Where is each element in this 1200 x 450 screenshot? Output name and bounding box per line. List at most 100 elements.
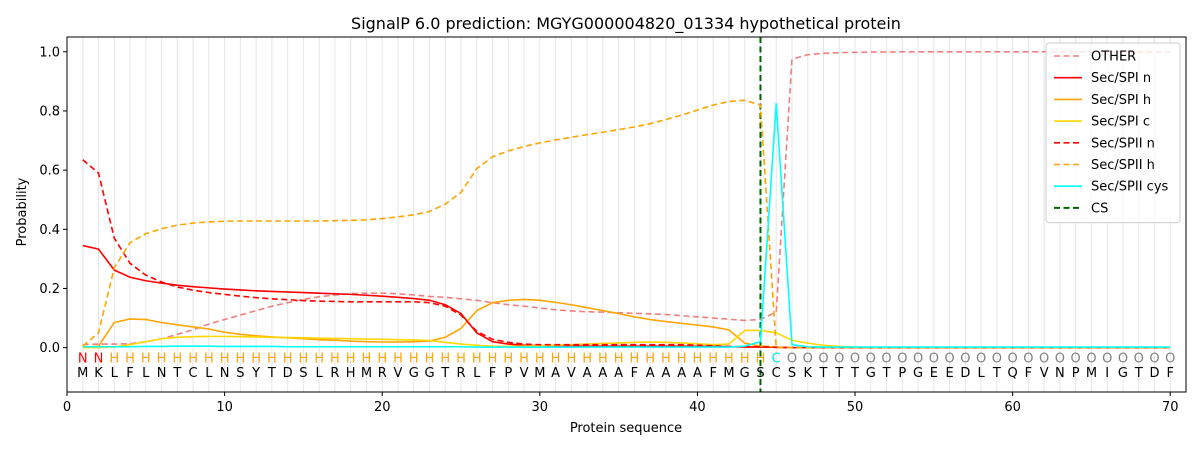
chart-title: SignalP 6.0 prediction: MGYG000004820_01…: [351, 14, 901, 34]
region-label: H: [566, 351, 576, 366]
region-label: H: [551, 351, 561, 366]
y-tick-label: 0.6: [39, 164, 60, 179]
residue-label: P: [898, 366, 906, 381]
region-label: H: [598, 351, 608, 366]
residue-label: V: [1040, 366, 1049, 381]
x-tick-label: 70: [1162, 400, 1179, 415]
residue-label: E: [945, 366, 953, 381]
residue-label: A: [551, 366, 560, 381]
region-label: O: [866, 351, 876, 366]
region-label: H: [472, 351, 482, 366]
region-label: H: [456, 351, 466, 366]
region-label: H: [109, 351, 119, 366]
residue-label: D: [1149, 366, 1159, 381]
x-axis: 0 10 20 30 40 50 60 70: [63, 392, 1179, 415]
region-label: O: [976, 351, 986, 366]
region-label: H: [188, 351, 198, 366]
region-label: N: [78, 351, 88, 366]
residue-label: G: [1118, 366, 1128, 381]
residue-label: A: [661, 366, 670, 381]
y-tick-label: 0.8: [39, 104, 60, 119]
region-label: O: [897, 351, 907, 366]
y-axis: 0.0 0.2 0.4 0.6 0.8 1.0: [39, 45, 67, 356]
region-label: H: [677, 351, 687, 366]
legend-entry: Sec/SPI h: [1091, 93, 1151, 108]
region-label: H: [125, 351, 135, 366]
region-label: O: [850, 351, 860, 366]
residue-label: Q: [1008, 366, 1018, 381]
residue-label: A: [598, 366, 607, 381]
residue-label: A: [677, 366, 686, 381]
region-label: H: [519, 351, 529, 366]
x-tick-label: 50: [847, 400, 864, 415]
residue-label: T: [440, 366, 449, 381]
region-label: O: [1055, 351, 1065, 366]
region-label: H: [377, 351, 387, 366]
residue-label: T: [850, 366, 859, 381]
residue-label: T: [882, 366, 891, 381]
region-label: H: [346, 351, 356, 366]
region-label: O: [960, 351, 970, 366]
residue-label: D: [283, 366, 293, 381]
residue-label: P: [504, 366, 512, 381]
plot-frame: [66, 36, 1187, 393]
x-tick-label: 20: [374, 400, 391, 415]
region-label: H: [314, 351, 324, 366]
region-label: O: [929, 351, 939, 366]
residue-label: F: [126, 366, 133, 381]
residue-label: M: [723, 366, 734, 381]
region-label: H: [141, 351, 151, 366]
legend-box: [1045, 42, 1181, 224]
region-label: H: [283, 351, 293, 366]
residue-label: A: [646, 366, 655, 381]
residue-label: L: [977, 366, 985, 381]
residue-label: R: [456, 366, 465, 381]
residue-label: T: [992, 366, 1001, 381]
residue-label: H: [346, 366, 356, 381]
region-label: C: [772, 351, 781, 366]
residue-label: D: [960, 366, 970, 381]
residue-label: S: [788, 366, 796, 381]
series-lines: [82, 50, 1171, 349]
residue-label: T: [267, 366, 276, 381]
region-label: O: [992, 351, 1002, 366]
residue-label: N: [1055, 366, 1065, 381]
residue-label: S: [756, 366, 764, 381]
region-label: O: [1102, 351, 1112, 366]
residue-label: T: [1134, 366, 1143, 381]
residue-label: S: [299, 366, 307, 381]
residue-label: G: [424, 366, 434, 381]
residue-label: N: [157, 366, 167, 381]
residue-label: F: [709, 366, 716, 381]
region-label: H: [393, 351, 403, 366]
residue-label: T: [819, 366, 828, 381]
region-label: O: [1165, 351, 1175, 366]
region-label: H: [693, 351, 703, 366]
region-label: O: [944, 351, 954, 366]
region-label: H: [425, 351, 435, 366]
x-tick-label: 40: [689, 400, 706, 415]
legend-entry: Sec/SPII cys: [1091, 180, 1169, 195]
residue-label: R: [378, 366, 387, 381]
region-label: H: [582, 351, 592, 366]
x-tick-label: 10: [216, 400, 233, 415]
residue-label: M: [361, 366, 372, 381]
region-label: H: [362, 351, 372, 366]
region-label: H: [740, 351, 750, 366]
residue-label: V: [567, 366, 576, 381]
residue-label: V: [394, 366, 403, 381]
x-tick-label: 30: [532, 400, 549, 415]
residue-label: M: [77, 366, 88, 381]
grid-lines: [82, 37, 1171, 392]
legend-entry: Sec/SPI c: [1091, 115, 1150, 130]
region-label: O: [1134, 351, 1144, 366]
residue-label: F: [1166, 366, 1173, 381]
region-label: H: [661, 351, 671, 366]
region-label: H: [299, 351, 309, 366]
series-line-sec-spii-cys: [82, 102, 1171, 348]
residue-label: N: [220, 366, 230, 381]
region-label: H: [235, 351, 245, 366]
region-label: O: [1086, 351, 1096, 366]
residue-label: T: [834, 366, 843, 381]
